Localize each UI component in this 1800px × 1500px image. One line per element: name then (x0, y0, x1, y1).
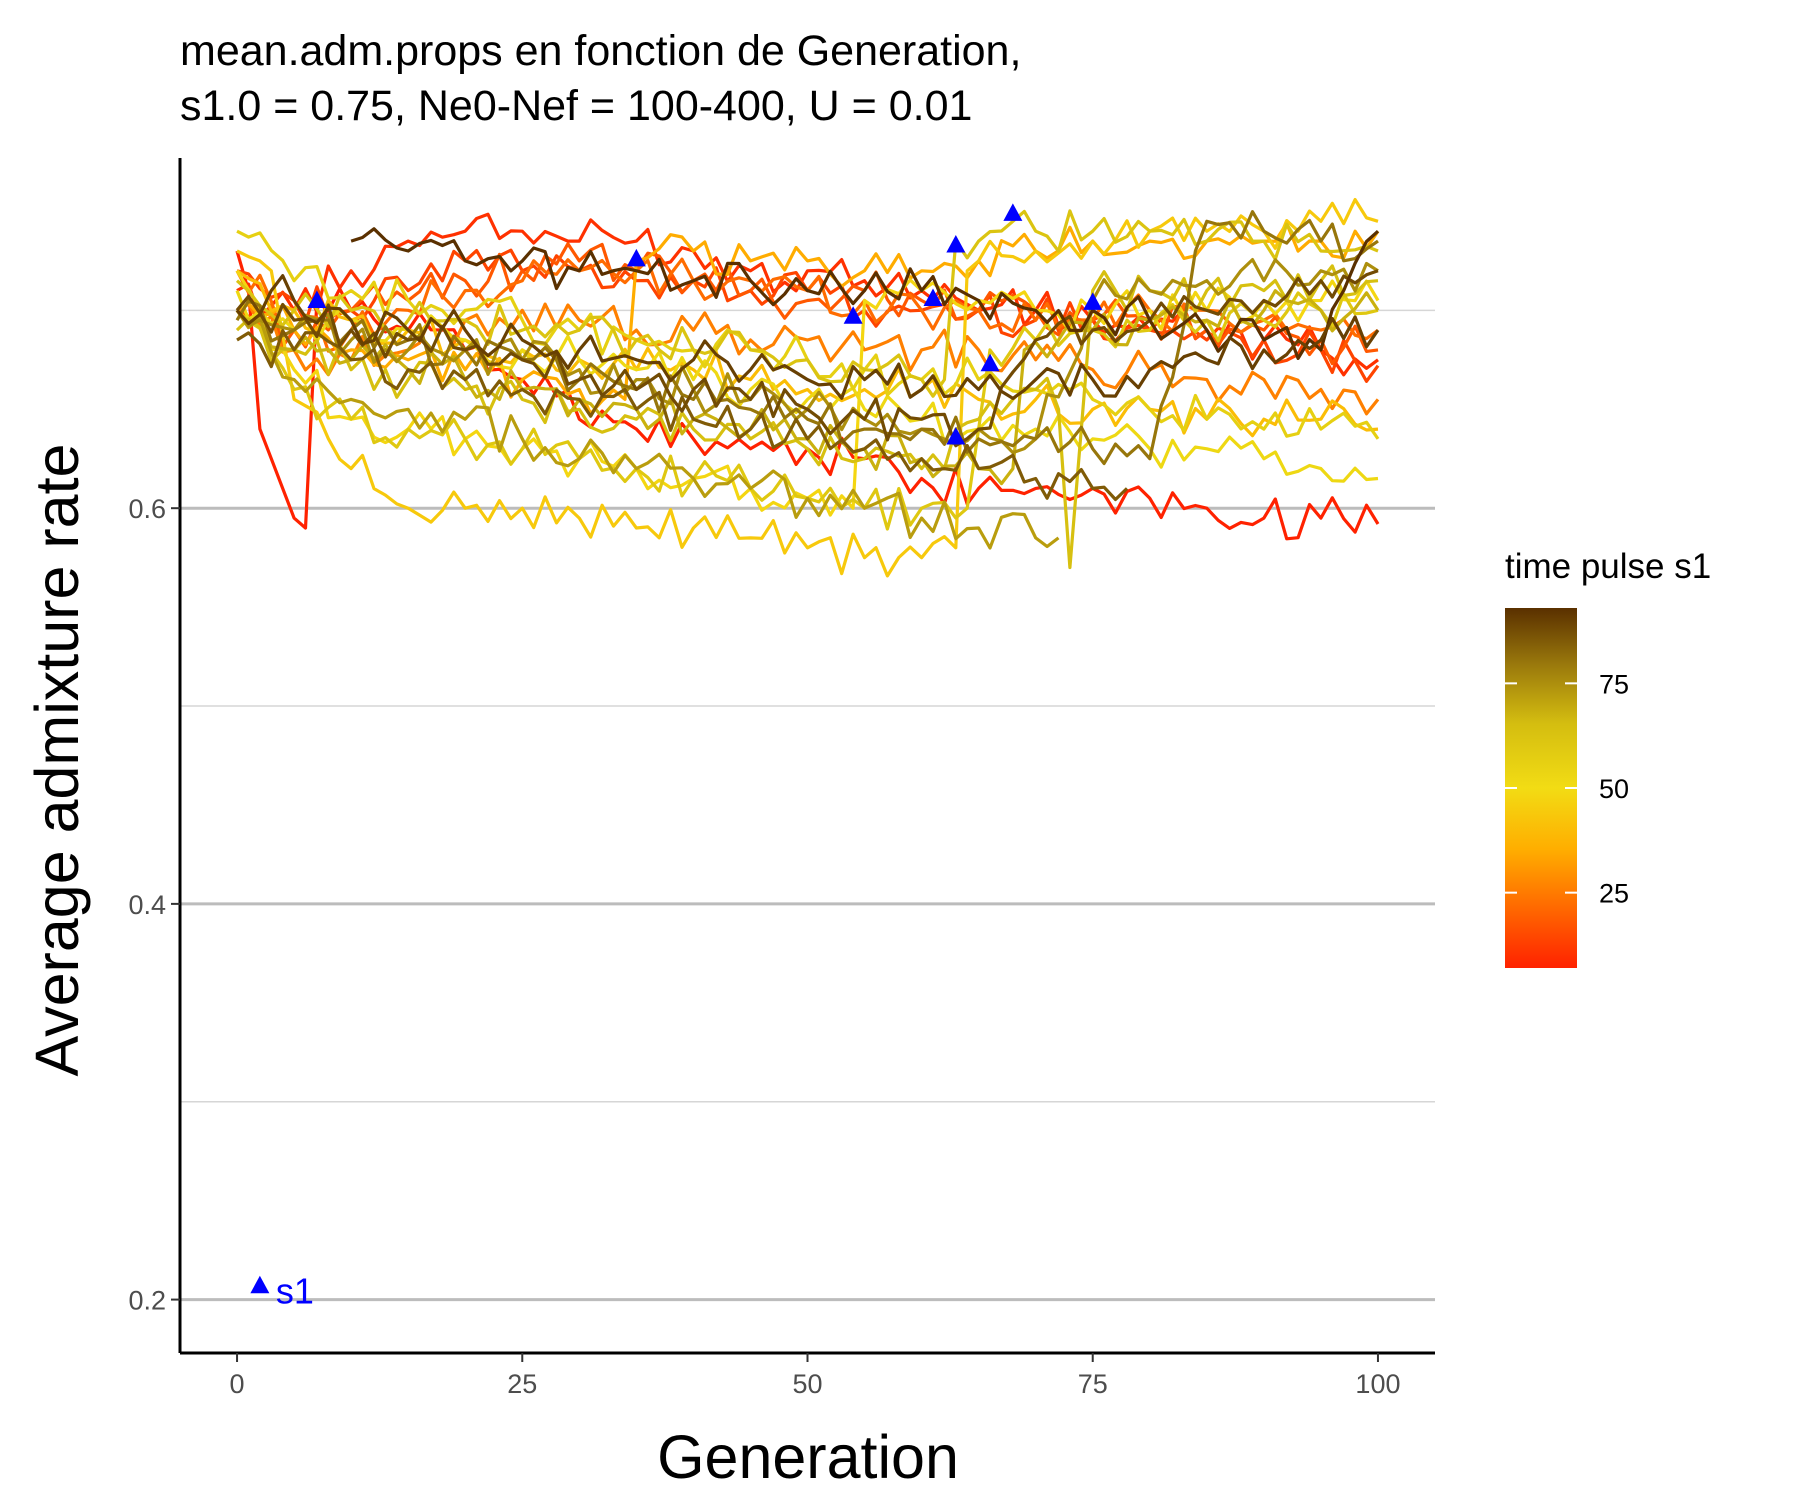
pulse-marker-5 (946, 426, 966, 445)
x-tick-label-1: 25 (507, 1369, 537, 1399)
pulse-marker-4 (946, 235, 966, 253)
annotation: s1 (250, 1271, 314, 1312)
annotation-marker (250, 1275, 270, 1294)
legend-tick-label-0: 25 (1599, 879, 1629, 909)
y-tick-label-2: 0.6 (128, 494, 166, 524)
chart-title-line-1: mean.adm.props en fonction de Generation… (180, 27, 1021, 75)
series-line-19 (236, 329, 1129, 502)
pulse-marker-7 (1003, 203, 1023, 221)
y-tick-label-1: 0.4 (128, 890, 166, 920)
pulse-marker-0 (307, 290, 327, 308)
series-line-20 (235, 269, 1379, 448)
x-tick-label-4: 100 (1355, 1369, 1400, 1399)
y-tick-label-0: 0.2 (128, 1286, 166, 1316)
legend-tick-label-1: 50 (1599, 774, 1629, 804)
legend-tick-label-2: 75 (1599, 669, 1629, 699)
pulse-marker-3 (923, 288, 943, 306)
series-line-16 (235, 309, 1060, 550)
pulse-marker-2 (843, 306, 863, 324)
series-line-22 (235, 274, 1380, 400)
series-line-0 (235, 250, 1380, 541)
series-line-13 (235, 209, 1379, 398)
legend: time pulse s1 25 50 75 (1505, 547, 1711, 968)
grid (180, 309, 1435, 1302)
pulse-markers (307, 203, 1103, 445)
axes: 0 25 50 75 100 0.2 0.4 0.6 (128, 158, 1435, 1399)
series-line-8 (236, 198, 1379, 578)
x-tick-label-2: 50 (792, 1369, 822, 1399)
series-lines (235, 198, 1380, 578)
pulse-marker-1 (626, 248, 646, 267)
legend-title: time pulse s1 (1505, 547, 1711, 586)
pulse-marker-8 (1083, 292, 1103, 310)
pulse-marker-6 (980, 353, 1000, 372)
series-line-9 (235, 269, 1380, 517)
chart-title-line-2: s1.0 = 0.75, Ne0-Nef = 100-400, U = 0.01 (180, 82, 972, 130)
x-tick-label-3: 75 (1078, 1369, 1108, 1399)
x-tick-label-0: 0 (230, 1369, 245, 1399)
annotation-label: s1 (276, 1271, 314, 1312)
y-axis-title: Average admixture rate (23, 444, 91, 1077)
x-axis-title: Generation (657, 1423, 959, 1491)
series-line-21 (350, 227, 1380, 360)
